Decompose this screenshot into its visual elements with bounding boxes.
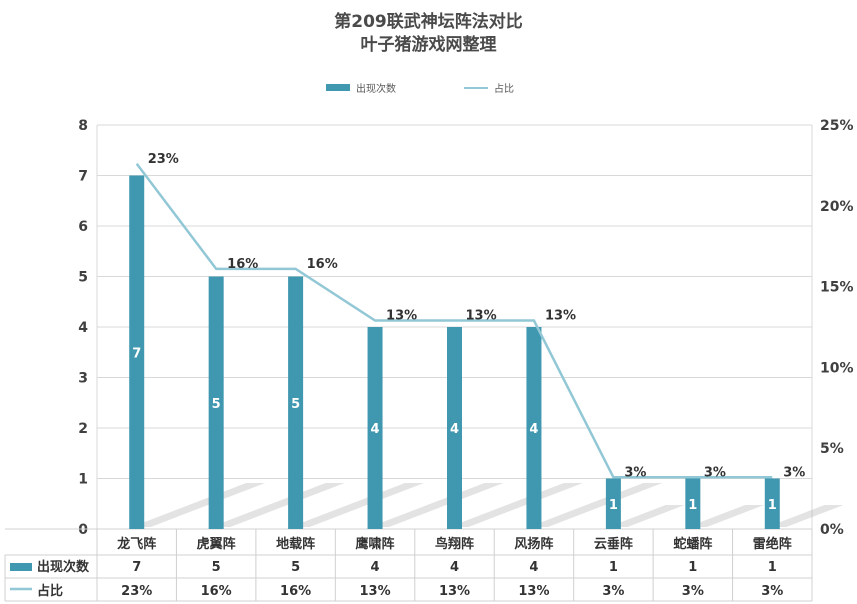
y-left-tick-label: 8	[78, 118, 88, 134]
legend-line-swatch	[464, 86, 488, 89]
category-label: 雷绝阵	[753, 536, 792, 552]
legend-line-label: 占比	[494, 84, 514, 95]
bar	[685, 478, 701, 529]
y-right-tick-label: 20%	[820, 199, 854, 215]
line-value-label: 13%	[466, 309, 497, 324]
category-label: 鸟翔阵	[435, 536, 474, 552]
line-value-label: 3%	[704, 465, 726, 480]
bar-value-label: 4	[371, 422, 380, 437]
table-count-cell: 1	[609, 560, 618, 575]
bar-shadow	[449, 483, 583, 527]
table-count-cell: 1	[768, 560, 777, 575]
bar-value-label: 4	[450, 422, 459, 437]
table-count-cell: 5	[212, 560, 221, 575]
table-percent-cell: 13%	[439, 584, 470, 599]
bar-shadow	[687, 505, 765, 527]
legend-item-line: 占比	[464, 80, 514, 95]
table-count-cell: 5	[291, 560, 300, 575]
bar	[447, 327, 462, 529]
bar	[129, 175, 145, 529]
table-percent-cell: 23%	[121, 584, 152, 599]
bar-shadow	[211, 483, 345, 527]
category-label: 蛇蟠阵	[673, 536, 712, 552]
line-value-label: 13%	[386, 309, 417, 324]
line-value-label: 13%	[545, 309, 576, 324]
bar	[605, 478, 621, 529]
y-left-tick-label: 7	[78, 169, 88, 185]
table-count-cell: 7	[132, 560, 141, 575]
table-percent-cell: 16%	[201, 584, 232, 599]
legend-bar-label: 出现次数	[356, 84, 396, 95]
bar-shadow	[370, 483, 504, 527]
category-label: 风扬阵	[514, 536, 553, 552]
legend: 出现次数 占比	[0, 80, 857, 96]
table-percent-cell: 3%	[682, 584, 704, 599]
y-left-tick-label: 4	[78, 320, 88, 336]
bar-shadow	[528, 483, 663, 527]
table-count-cell: 4	[371, 560, 380, 575]
bar	[526, 327, 542, 529]
y-left-tick-label: 2	[78, 421, 88, 437]
y-right-tick-label: 10%	[820, 360, 854, 376]
legend-item-bar: 出现次数	[326, 80, 396, 95]
bar-shadow	[608, 505, 685, 527]
chart-title: 第209联武神坛阵法对比	[334, 12, 523, 32]
bar-value-label: 4	[529, 422, 538, 437]
y-right-tick-label: 5%	[820, 441, 844, 457]
y-left-tick-label: 6	[78, 219, 88, 235]
table-count-cell: 4	[529, 560, 538, 575]
bar-shadow	[290, 483, 425, 527]
table-percent-cell: 3%	[602, 584, 624, 599]
bar-value-label: 1	[768, 498, 777, 513]
bar-value-label: 5	[291, 397, 300, 412]
bar-shadow	[131, 483, 266, 527]
bar-value-label: 5	[212, 397, 221, 412]
line-series	[135, 163, 773, 479]
y-left-tick-label: 0	[78, 522, 88, 538]
table-count-cell: 4	[450, 560, 459, 575]
line-value-label: 3%	[783, 465, 805, 480]
table-percent-cell: 16%	[280, 584, 311, 599]
table-row-label: 占比	[37, 583, 63, 599]
line-value-label: 23%	[148, 152, 179, 167]
line-value-label: 16%	[227, 257, 258, 272]
line-value-label: 3%	[624, 465, 646, 480]
bar	[288, 276, 304, 529]
table-percent-cell: 13%	[518, 584, 549, 599]
category-label: 地载阵	[276, 536, 315, 552]
bar-value-label: 7	[132, 346, 141, 361]
category-label: 龙飞阵	[117, 536, 156, 552]
bar	[367, 327, 383, 529]
table-percent-cell: 3%	[761, 584, 783, 599]
table-percent-cell: 13%	[359, 584, 390, 599]
bar-value-label: 1	[609, 498, 618, 513]
y-right-tick-label: 15%	[820, 280, 854, 296]
category-label: 云垂阵	[594, 536, 633, 552]
category-label: 鹰啸阵	[356, 536, 395, 552]
bar	[764, 478, 780, 529]
table-row-swatch-bar	[10, 563, 32, 571]
y-left-tick-label: 1	[78, 472, 88, 488]
y-left-tick-label: 5	[78, 270, 88, 286]
table-row-label: 出现次数	[37, 559, 90, 575]
bar-shadow	[767, 505, 844, 527]
table-count-cell: 1	[688, 560, 697, 575]
bar	[208, 276, 224, 529]
category-label: 虎翼阵	[197, 536, 236, 552]
y-left-tick-label: 3	[78, 371, 88, 387]
y-right-tick-label: 25%	[820, 118, 854, 134]
line-value-label: 16%	[307, 257, 338, 272]
bar-value-label: 1	[688, 498, 697, 513]
chart-subtitle: 叶子猪游戏网整理	[360, 35, 497, 55]
y-right-tick-label: 0%	[820, 522, 844, 538]
legend-bar-swatch	[326, 84, 350, 91]
